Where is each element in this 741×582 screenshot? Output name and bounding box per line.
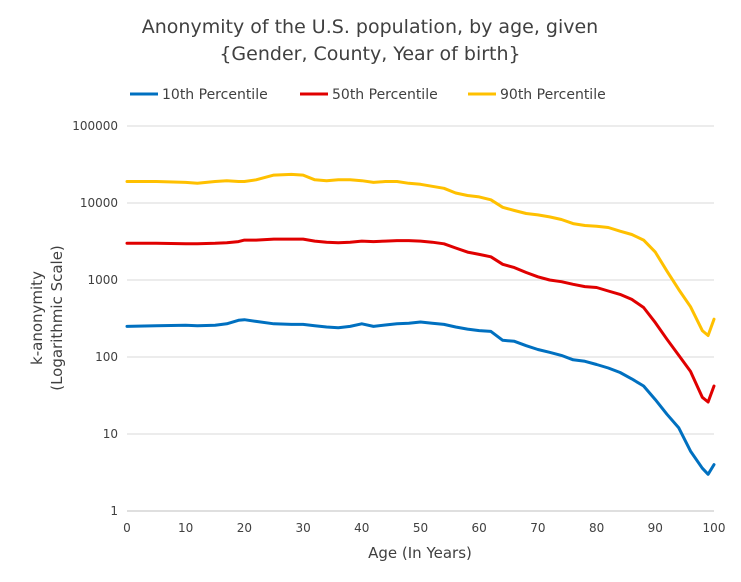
x-axis-ticks: 0 10 20 30 40 50 60 70 80 90 100 [123, 521, 725, 535]
series-line-1 [125, 237, 716, 404]
x-tick-label: 50 [413, 521, 428, 535]
y-tick-label: 10 [103, 427, 118, 441]
y-tick-label: 100 [95, 350, 118, 364]
y-tick-label: 1000 [87, 273, 118, 287]
y-axis-label-line1: k-anonymity [28, 271, 46, 365]
x-axis-label: Age (In Years) [368, 544, 472, 562]
x-tick-label: 0 [123, 521, 131, 535]
series-line-2 [125, 172, 716, 337]
legend: 10th Percentile 50th Percentile 90th Per… [130, 87, 606, 103]
y-axis-label-line2: (Logarithmic Scale) [48, 245, 66, 391]
x-tick-label: 80 [589, 521, 604, 535]
x-tick-label: 100 [703, 521, 726, 535]
y-tick-label: 100000 [72, 119, 118, 133]
x-tick-label: 70 [530, 521, 545, 535]
series-lines [125, 172, 716, 476]
y-tick-label: 10000 [80, 196, 118, 210]
chart-title-line2: {Gender, County, Year of birth} [219, 43, 520, 65]
x-tick-label: 60 [472, 521, 487, 535]
y-tick-label: 1 [110, 504, 118, 518]
series-line-0 [125, 318, 716, 476]
x-tick-label: 20 [237, 521, 252, 535]
gridlines [127, 125, 714, 512]
x-tick-label: 10 [178, 521, 193, 535]
legend-label-50th: 50th Percentile [332, 87, 438, 103]
x-tick-label: 30 [295, 521, 310, 535]
x-tick-label: 40 [354, 521, 369, 535]
y-axis-ticks: 1 10 100 1000 10000 100000 [72, 119, 118, 518]
legend-label-90th: 90th Percentile [500, 87, 606, 103]
chart-title-line1: Anonymity of the U.S. population, by age… [142, 16, 598, 38]
x-tick-label: 90 [648, 521, 663, 535]
legend-label-10th: 10th Percentile [162, 87, 268, 103]
